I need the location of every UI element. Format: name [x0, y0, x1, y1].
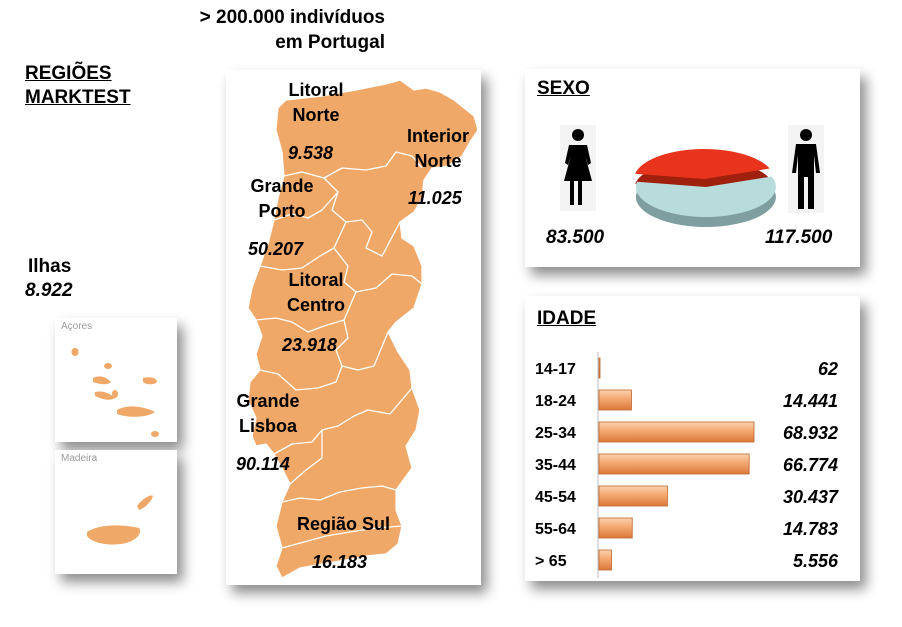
- sexo-card: SEXO 83.500 117.500: [525, 69, 860, 267]
- age-value: 62: [818, 359, 838, 379]
- region-sul-name: Região Sul: [286, 512, 401, 537]
- azores-islands: [71, 348, 159, 437]
- map-card: Litoral Norte 9.538 Interior Norte 11.02…: [226, 70, 481, 585]
- age-label: 35-44: [535, 457, 576, 474]
- sexo-title: SEXO: [537, 78, 590, 99]
- age-value: 30.437: [783, 487, 839, 507]
- age-bar: [598, 485, 668, 507]
- region-name-line1: Região Sul: [296, 514, 390, 534]
- pie-slice-female: [635, 149, 770, 180]
- age-value: 66.774: [783, 455, 838, 475]
- regions-title-line1: REGIÕES: [25, 63, 112, 84]
- male-icon: [788, 125, 824, 213]
- region-litoral-centro-value: 23.918: [282, 335, 338, 355]
- madeira-islands: [87, 495, 153, 545]
- age-bar: [598, 421, 755, 443]
- region-interior-norte-name: Interior Norte: [398, 124, 478, 174]
- madeira-card: Madeira: [55, 450, 177, 574]
- region-name-line1: Grande: [250, 176, 314, 196]
- islands-value: 8.922: [25, 280, 73, 301]
- age-value: 5.556: [793, 551, 839, 571]
- female-value: 83.500: [546, 227, 605, 248]
- region-name-line1: Grande: [236, 391, 300, 411]
- region-interior-norte-value: 11.025: [408, 188, 462, 208]
- portugal-map: [247, 79, 479, 579]
- region-litoral-centro-name: Litoral Centro: [276, 268, 356, 318]
- idade-card: IDADE 14-17 62 18-24 14.441 25-34 68.932 35-44…: [525, 296, 860, 581]
- title-line1: > 200.000 indivíduos: [199, 7, 385, 28]
- age-bar: [598, 517, 633, 539]
- age-label: 25-34: [535, 425, 576, 442]
- madeira-label: Madeira: [61, 453, 98, 464]
- azores-label: Açores: [61, 321, 93, 332]
- region-name-line2: Norte: [292, 105, 340, 125]
- region-name-line1: Interior: [406, 126, 469, 146]
- region-name-line2: Centro: [287, 295, 345, 315]
- age-label: 18-24: [535, 393, 576, 410]
- age-label: 14-17: [535, 361, 576, 378]
- age-value: 14.441: [783, 391, 838, 411]
- region-name-line1: Litoral: [288, 80, 344, 100]
- region-sul-value: 16.183: [312, 552, 368, 572]
- region-name-line2: Porto: [258, 201, 306, 221]
- region-litoral-norte-value: 9.538: [288, 143, 334, 163]
- region-grande-lisboa-name: Grande Lisboa: [228, 389, 308, 439]
- idade-bar-chart: 14-17 62 18-24 14.441 25-34 68.932 35-44 66.774…: [535, 352, 839, 578]
- sexo-pie-chart: [635, 149, 776, 227]
- region-grande-lisboa-value: 90.114: [236, 454, 290, 474]
- age-bar: [598, 453, 750, 475]
- age-label: > 65: [535, 553, 567, 570]
- age-label: 45-54: [535, 489, 576, 506]
- female-icon: [560, 125, 596, 211]
- male-value: 117.500: [765, 227, 833, 248]
- age-bar: [598, 549, 612, 571]
- azores-card: Açores: [55, 318, 177, 442]
- age-value: 14.783: [783, 519, 838, 539]
- title-line2: em Portugal: [275, 32, 385, 53]
- region-grande-porto-name: Grande Porto: [242, 174, 322, 224]
- region-name-line2: Lisboa: [238, 416, 297, 436]
- region-litoral-norte-name: Litoral Norte: [276, 78, 356, 128]
- idade-title: IDADE: [537, 308, 597, 329]
- age-bar: [598, 357, 601, 379]
- regions-title-line2: MARKTEST: [25, 87, 131, 108]
- age-label: 55-64: [535, 521, 576, 538]
- age-bar: [598, 389, 632, 411]
- pie-slice-male: [635, 176, 776, 217]
- region-name-line1: Litoral: [288, 270, 344, 290]
- region-grande-porto-value: 50.207: [248, 239, 304, 259]
- islands-label: Ilhas: [28, 256, 72, 277]
- region-name-line2: Norte: [414, 151, 462, 171]
- age-value: 68.932: [783, 423, 838, 443]
